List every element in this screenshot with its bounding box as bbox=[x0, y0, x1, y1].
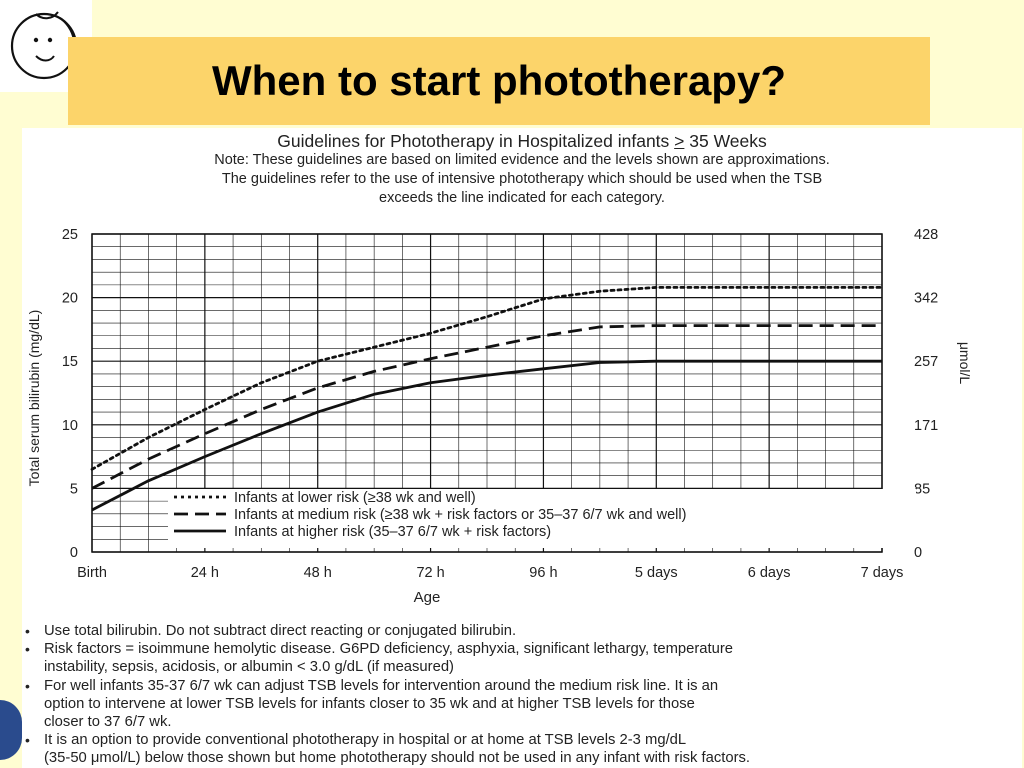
y-right-axis-label: μmol/L bbox=[957, 342, 973, 385]
side-emblem bbox=[0, 700, 22, 760]
guideline-figure: Guidelines for Phototherapy in Hospitali… bbox=[22, 128, 1022, 768]
bullet-item: • It is an option to provide conventiona… bbox=[22, 731, 1022, 767]
series-line-dashed bbox=[91, 324, 882, 490]
y-tick-label: 15 bbox=[62, 354, 78, 370]
bullet-item: • For well infants 35-37 6/7 wk can adju… bbox=[22, 677, 1022, 732]
legend-label: Infants at higher risk (35–37 6/7 wk + r… bbox=[234, 524, 551, 540]
bullet-line: closer to 37 6/7 wk. bbox=[44, 714, 172, 731]
plot-frame bbox=[91, 233, 883, 553]
x-axis-label: Age bbox=[414, 589, 441, 606]
figure-note-line: Note: These guidelines are based on limi… bbox=[214, 152, 830, 168]
x-tick-label: 72 h bbox=[416, 565, 444, 581]
figure-title-symbol: > bbox=[674, 131, 685, 151]
y-axis-label: Total serum bilirubin (mg/dL) bbox=[26, 310, 42, 487]
x-tick-label: 7 days bbox=[861, 565, 904, 581]
y-right-tick-label: 171 bbox=[914, 418, 938, 434]
series-line-solid bbox=[91, 359, 882, 512]
x-tick-label: 48 h bbox=[304, 565, 332, 581]
x-tick-label: 6 days bbox=[748, 565, 791, 581]
x-tick-label: Birth bbox=[77, 565, 107, 581]
x-tick-label: 24 h bbox=[191, 565, 219, 581]
y-right-tick-label: 0 bbox=[914, 545, 922, 561]
bullet-item: • Use total bilirubin. Do not subtract d… bbox=[22, 622, 1022, 640]
x-tick-label: 5 days bbox=[635, 565, 678, 581]
series-line-dotted bbox=[90, 285, 884, 471]
legend-label: Infants at medium risk (≥38 wk + risk fa… bbox=[234, 507, 686, 523]
x-tick-label: 96 h bbox=[529, 565, 557, 581]
y-tick-label: 20 bbox=[62, 291, 78, 307]
y-right-tick-label: 85 bbox=[914, 481, 930, 497]
bullet-list: • Use total bilirubin. Do not subtract d… bbox=[22, 622, 1022, 768]
slide-title: When to start phototherapy? bbox=[212, 57, 786, 104]
bullet-line: For well infants 35-37 6/7 wk can adjust… bbox=[44, 677, 719, 694]
bullet-line: (35-50 μmol/L) below those shown but hom… bbox=[44, 750, 751, 767]
y-right-tick-label: 342 bbox=[914, 291, 938, 307]
legend-label: Infants at lower risk (≥38 wk and well) bbox=[234, 490, 476, 506]
y-tick-label: 0 bbox=[70, 545, 78, 561]
y-right-tick-label: 257 bbox=[914, 354, 938, 370]
y-tick-label: 10 bbox=[62, 418, 78, 434]
figure-title: Guidelines for Phototherapy in Hospitali… bbox=[22, 131, 1022, 152]
figure-note-line: exceeds the line indicated for each cate… bbox=[379, 190, 665, 206]
legend-box bbox=[168, 489, 916, 548]
bullet-line: It is an option to provide conventional … bbox=[44, 732, 687, 749]
title-banner: When to start phototherapy? bbox=[68, 37, 930, 125]
y-tick-label: 25 bbox=[62, 227, 78, 243]
bullet-line: Risk factors = isoimmune hemolytic disea… bbox=[44, 641, 734, 658]
figure-title-prefix: Guidelines for Phototherapy in Hospitali… bbox=[277, 131, 675, 151]
phototherapy-chart: 0 5 10 15 20 25 0 85 171 257 342 428 Birth 24 h 48 h 72… bbox=[26, 227, 973, 606]
y-tick-label: 5 bbox=[70, 481, 78, 497]
bullet-item: • Risk factors = isoimmune hemolytic dis… bbox=[22, 640, 1022, 676]
bullet-line: option to intervene at lower TSB levels … bbox=[44, 695, 695, 712]
figure-note-line: The guidelines refer to the use of inten… bbox=[221, 171, 823, 187]
figure-title-suffix: 35 Weeks bbox=[684, 131, 767, 151]
bullet-line: instability, sepsis, acidosis, or albumi… bbox=[44, 659, 454, 676]
y-right-tick-label: 428 bbox=[914, 227, 938, 243]
bullet-line: Use total bilirubin. Do not subtract dir… bbox=[44, 623, 517, 639]
figure-note: Note: These guidelines are based on limi… bbox=[22, 151, 1022, 208]
